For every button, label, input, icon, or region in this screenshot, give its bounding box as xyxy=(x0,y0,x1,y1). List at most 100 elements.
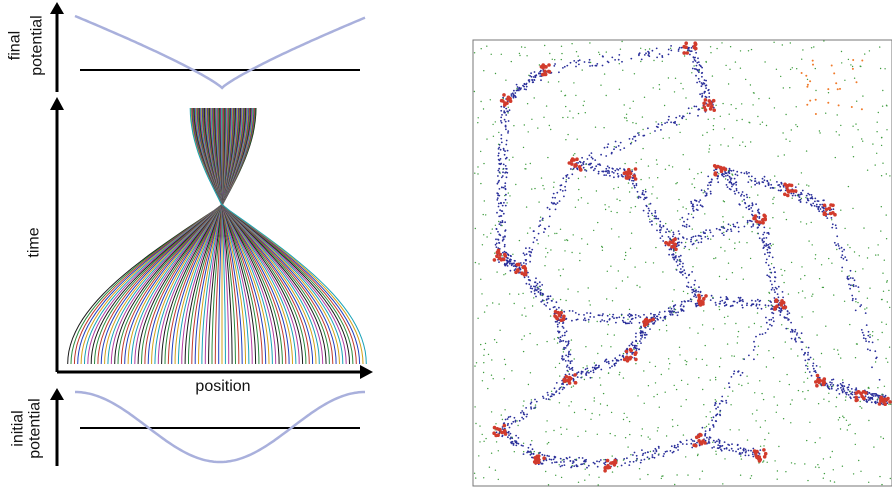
simulation-particle xyxy=(852,297,854,300)
simulation-particle xyxy=(704,434,706,437)
simulation-particle xyxy=(677,449,679,451)
simulation-particle xyxy=(765,237,768,239)
simulation-particle xyxy=(702,388,704,391)
simulation-particle xyxy=(817,464,819,466)
simulation-particle xyxy=(746,221,749,224)
simulation-particle xyxy=(603,174,606,177)
simulation-particle xyxy=(672,253,675,256)
simulation-particle xyxy=(623,169,626,172)
simulation-particle xyxy=(728,113,730,115)
simulation-particle xyxy=(632,174,637,178)
simulation-particle xyxy=(681,309,684,312)
simulation-particle xyxy=(506,261,509,263)
simulation-particle xyxy=(801,290,804,292)
simulation-particle xyxy=(581,69,583,71)
simulation-particle xyxy=(763,445,765,447)
simulation-particle xyxy=(639,316,642,318)
simulation-particle xyxy=(697,290,700,293)
simulation-particle xyxy=(709,190,712,193)
simulation-particle xyxy=(604,463,606,466)
simulation-particle xyxy=(791,67,793,69)
simulation-particle xyxy=(771,304,773,307)
simulation-particle xyxy=(634,347,637,350)
simulation-particle xyxy=(561,383,563,385)
simulation-particle xyxy=(667,53,670,56)
simulation-particle xyxy=(695,239,698,242)
simulation-particle xyxy=(851,65,854,68)
simulation-particle xyxy=(705,84,708,87)
simulation-particle xyxy=(691,107,693,109)
simulation-particle xyxy=(680,308,682,310)
simulation-particle xyxy=(676,210,679,212)
simulation-particle xyxy=(831,382,833,384)
simulation-particle xyxy=(562,339,565,342)
simulation-particle xyxy=(551,196,554,199)
simulation-particle xyxy=(549,315,552,317)
simulation-particle xyxy=(648,52,650,55)
simulation-particle xyxy=(861,331,864,334)
simulation-particle xyxy=(638,348,640,351)
simulation-particle xyxy=(701,107,703,109)
simulation-particle xyxy=(852,285,855,288)
simulation-particle xyxy=(519,54,521,57)
simulation-particle xyxy=(631,179,633,182)
simulation-particle xyxy=(733,190,736,193)
simulation-particle xyxy=(666,121,668,124)
simulation-particle xyxy=(477,117,479,119)
simulation-particle xyxy=(745,78,747,81)
simulation-particle xyxy=(651,454,654,456)
simulation-particle xyxy=(707,99,712,103)
simulation-particle xyxy=(794,194,797,197)
simulation-particle xyxy=(628,464,631,466)
simulation-particle xyxy=(789,87,791,89)
simulation-particle xyxy=(723,302,726,304)
simulation-particle xyxy=(630,232,633,234)
simulation-particle xyxy=(790,337,793,340)
simulation-particle xyxy=(692,209,695,212)
simulation-particle xyxy=(480,150,482,153)
simulation-particle xyxy=(762,181,765,184)
simulation-particle xyxy=(703,310,705,312)
simulation-particle xyxy=(799,193,802,196)
simulation-particle xyxy=(644,190,647,193)
simulation-particle xyxy=(603,146,606,149)
simulation-particle xyxy=(571,319,573,322)
simulation-particle xyxy=(707,237,709,240)
simulation-particle xyxy=(504,182,507,185)
simulation-particle xyxy=(483,440,485,442)
simulation-particle xyxy=(741,103,743,105)
simulation-particle xyxy=(732,390,734,392)
trajectory-line xyxy=(141,107,241,365)
simulation-particle xyxy=(661,55,664,57)
simulation-particle xyxy=(697,77,700,80)
simulation-particle xyxy=(877,387,879,389)
simulation-particle xyxy=(864,312,867,314)
simulation-particle xyxy=(754,183,756,186)
simulation-particle xyxy=(854,389,857,391)
simulation-particle xyxy=(799,198,802,201)
simulation-particle xyxy=(855,123,857,125)
simulation-particle xyxy=(630,454,632,456)
simulation-particle xyxy=(886,301,888,303)
simulation-particle xyxy=(741,298,744,301)
simulation-particle xyxy=(764,185,767,188)
simulation-particle xyxy=(756,312,759,314)
simulation-particle xyxy=(544,44,546,47)
trajectory-line xyxy=(188,107,230,364)
simulation-particle xyxy=(690,202,693,205)
simulation-particle xyxy=(622,356,625,359)
simulation-particle xyxy=(762,213,766,218)
simulation-particle xyxy=(709,229,711,232)
simulation-particle xyxy=(810,204,813,207)
simulation-particle xyxy=(593,462,596,465)
simulation-particle xyxy=(504,235,506,238)
simulation-particle xyxy=(720,445,722,448)
simulation-particle xyxy=(765,258,768,261)
simulation-particle xyxy=(504,157,507,160)
simulation-particle xyxy=(728,382,730,385)
simulation-particle xyxy=(636,196,639,198)
simulation-particle xyxy=(768,319,771,321)
simulation-particle xyxy=(549,52,551,55)
simulation-particle xyxy=(527,79,530,82)
simulation-particle xyxy=(481,380,484,382)
